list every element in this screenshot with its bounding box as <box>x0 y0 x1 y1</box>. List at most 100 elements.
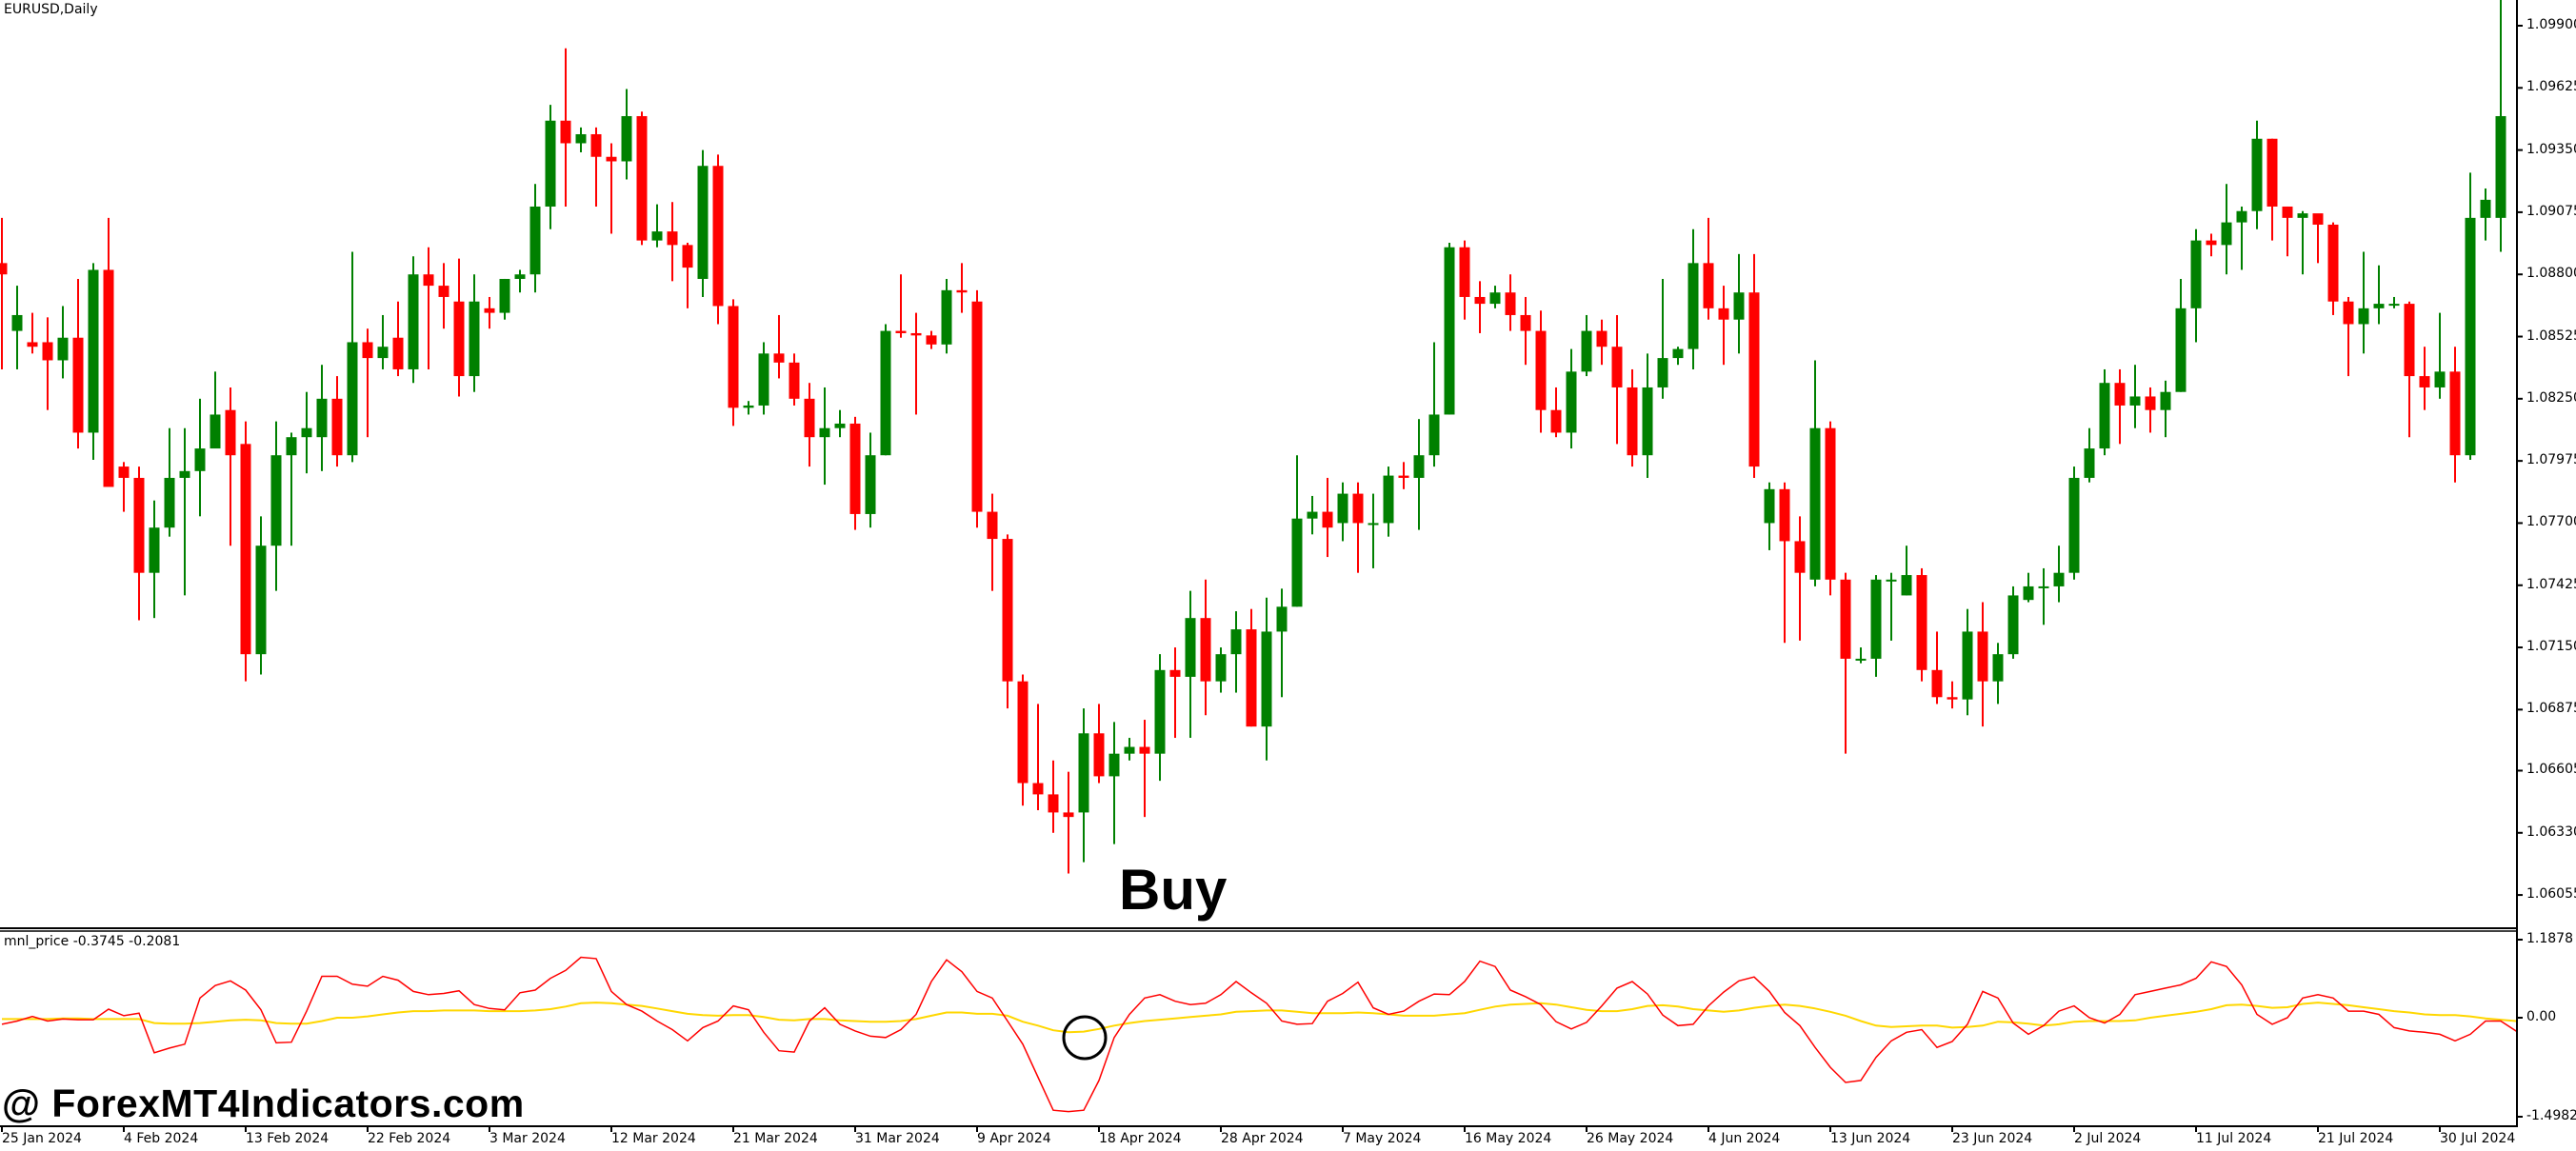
candle <box>2297 210 2308 275</box>
candle <box>1200 579 1211 716</box>
candle <box>1261 597 1272 761</box>
candle <box>1977 602 1988 727</box>
candle <box>194 398 206 517</box>
candle <box>1916 567 1927 682</box>
candle <box>514 269 526 293</box>
date-tick-label: 21 Mar 2024 <box>733 1131 818 1146</box>
candle <box>1139 720 1150 818</box>
date-tick-label: 31 Mar 2024 <box>855 1131 940 1146</box>
candle <box>11 286 23 369</box>
candle <box>2404 301 2415 438</box>
candle <box>2358 251 2369 354</box>
price-tick-label: 1.07425 <box>2526 576 2576 592</box>
candle <box>164 427 175 537</box>
candle <box>1048 760 1059 833</box>
date-tick-label: 13 Feb 2024 <box>246 1131 329 1146</box>
candle <box>2236 206 2247 270</box>
price-tick-label: 1.09900 <box>2526 17 2576 32</box>
candle <box>667 202 678 282</box>
candle <box>240 421 251 682</box>
candle <box>392 301 404 377</box>
candle <box>1352 482 1364 573</box>
price-tick-label: 1.07700 <box>2526 514 2576 530</box>
candle <box>225 387 236 546</box>
candle <box>1383 466 1394 537</box>
candle <box>1566 348 1577 449</box>
candle <box>606 143 617 234</box>
candle <box>2206 233 2217 257</box>
candle <box>2373 265 2385 325</box>
candle <box>1246 608 1257 727</box>
candle <box>1733 253 1745 354</box>
date-tick-label: 3 Mar 2024 <box>489 1131 566 1146</box>
candle <box>2312 213 2324 264</box>
candle <box>1581 314 1592 377</box>
candle <box>1672 347 1684 366</box>
mnl-price-line <box>1 956 2517 1113</box>
candle <box>1413 419 1425 530</box>
candle <box>1002 534 1013 709</box>
candle <box>1825 421 1836 596</box>
candle <box>2282 206 2293 257</box>
candle <box>895 274 907 338</box>
candle <box>926 330 937 349</box>
candle <box>2114 368 2126 445</box>
candle <box>804 383 815 467</box>
candle <box>0 217 8 369</box>
candle <box>1779 482 1790 644</box>
candle <box>2266 138 2278 241</box>
candle <box>1855 647 1867 664</box>
indicator-tick-label: -1.4982 <box>2526 1108 2576 1123</box>
candle <box>1489 286 1501 308</box>
candle <box>1307 495 1318 535</box>
candle <box>2160 380 2171 438</box>
candle <box>529 184 541 293</box>
candle <box>72 278 84 449</box>
candle <box>453 258 465 397</box>
candle <box>1931 631 1943 704</box>
candle <box>2327 222 2339 315</box>
candle <box>2129 365 2141 428</box>
date-tick-label: 9 Apr 2024 <box>977 1131 1051 1146</box>
watermark-text: @ ForexMT4Indicators.com <box>2 1082 525 1125</box>
candle <box>270 421 282 591</box>
candle <box>27 312 38 354</box>
candle <box>758 342 769 415</box>
candle <box>1794 516 1806 641</box>
price-tick-label: 1.06875 <box>2526 701 2576 717</box>
candle <box>1291 455 1303 607</box>
candle <box>2053 546 2065 603</box>
candle <box>2434 312 2446 399</box>
indicator-tick-label: 0.00 <box>2526 1009 2557 1024</box>
candle <box>910 312 922 415</box>
candle <box>499 278 510 320</box>
candle <box>651 204 663 248</box>
price-tick-label: 1.06605 <box>2526 762 2576 778</box>
candle <box>423 247 434 369</box>
candle <box>331 376 343 467</box>
indicator-tick-label: 1.1878 <box>2526 931 2573 946</box>
candle <box>42 317 53 410</box>
candle <box>697 149 709 297</box>
date-tick-label: 13 Jun 2024 <box>1830 1131 1911 1146</box>
date-tick-label: 7 May 2024 <box>1343 1131 1422 1146</box>
candle <box>1611 314 1623 445</box>
candle <box>1627 368 1638 467</box>
candle <box>2145 387 2156 433</box>
candle <box>880 324 891 456</box>
candle <box>545 105 556 229</box>
candle <box>1398 462 1409 489</box>
candle <box>560 48 571 207</box>
date-tick-label: 21 Jul 2024 <box>2318 1131 2394 1146</box>
candle <box>1154 654 1166 782</box>
candle <box>1505 274 1516 331</box>
candle <box>621 89 632 180</box>
candle <box>2419 347 2430 410</box>
candle <box>1459 240 1470 320</box>
candle <box>1230 611 1242 693</box>
candle <box>2068 466 2080 580</box>
candle <box>377 314 389 369</box>
candle <box>118 462 130 512</box>
